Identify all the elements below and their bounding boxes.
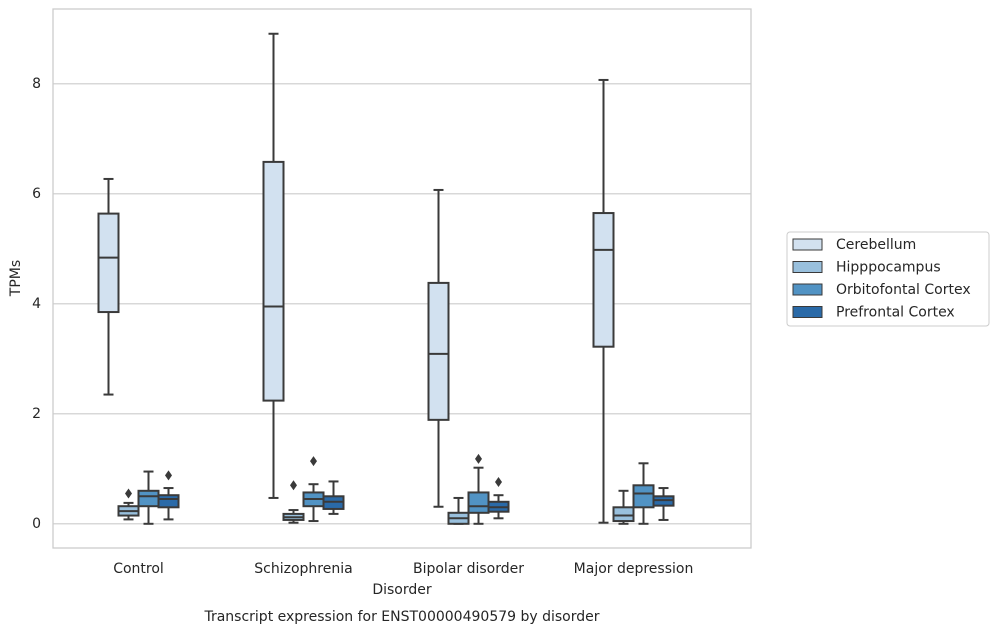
x-tick-label: Bipolar disorder xyxy=(413,561,524,577)
x-tick-label: Major depression xyxy=(574,561,694,577)
legend-swatch xyxy=(792,283,823,296)
outlier xyxy=(495,477,502,487)
outlier xyxy=(475,453,482,464)
y-tick-label: 0 xyxy=(32,516,41,532)
legend-frame xyxy=(786,231,990,327)
legend-swatch xyxy=(792,261,823,273)
box xyxy=(632,484,655,509)
box xyxy=(427,281,450,421)
legend-swatch xyxy=(792,238,823,251)
chart-title: Transcript expression for ENST0000049057… xyxy=(203,609,599,625)
box xyxy=(157,494,180,509)
y-tick-label: 6 xyxy=(32,186,41,202)
plot-frame xyxy=(52,8,752,549)
legend-label: Cerebellum xyxy=(836,237,916,253)
box xyxy=(467,491,490,514)
box xyxy=(612,506,635,523)
box xyxy=(97,212,120,314)
outlier xyxy=(125,488,132,499)
legend-swatch xyxy=(792,306,823,318)
box xyxy=(137,489,160,508)
outlier xyxy=(310,456,317,467)
legend-label: Orbitofontal Cortex xyxy=(836,282,971,298)
box xyxy=(262,160,285,402)
y-tick-label: 4 xyxy=(32,296,41,312)
legend-label: Hipppocampus xyxy=(836,260,941,276)
x-tick-label: Control xyxy=(113,561,164,577)
y-tick-label: 8 xyxy=(32,76,41,92)
y-tick-label: 2 xyxy=(32,406,41,422)
box xyxy=(592,212,615,348)
outlier xyxy=(165,470,172,481)
outlier xyxy=(290,480,297,491)
x-axis-label: Disorder xyxy=(372,582,432,598)
y-axis-label: TPMs xyxy=(8,260,24,297)
legend-label: Prefrontal Cortex xyxy=(836,305,955,321)
x-tick-label: Schizophrenia xyxy=(254,561,352,577)
